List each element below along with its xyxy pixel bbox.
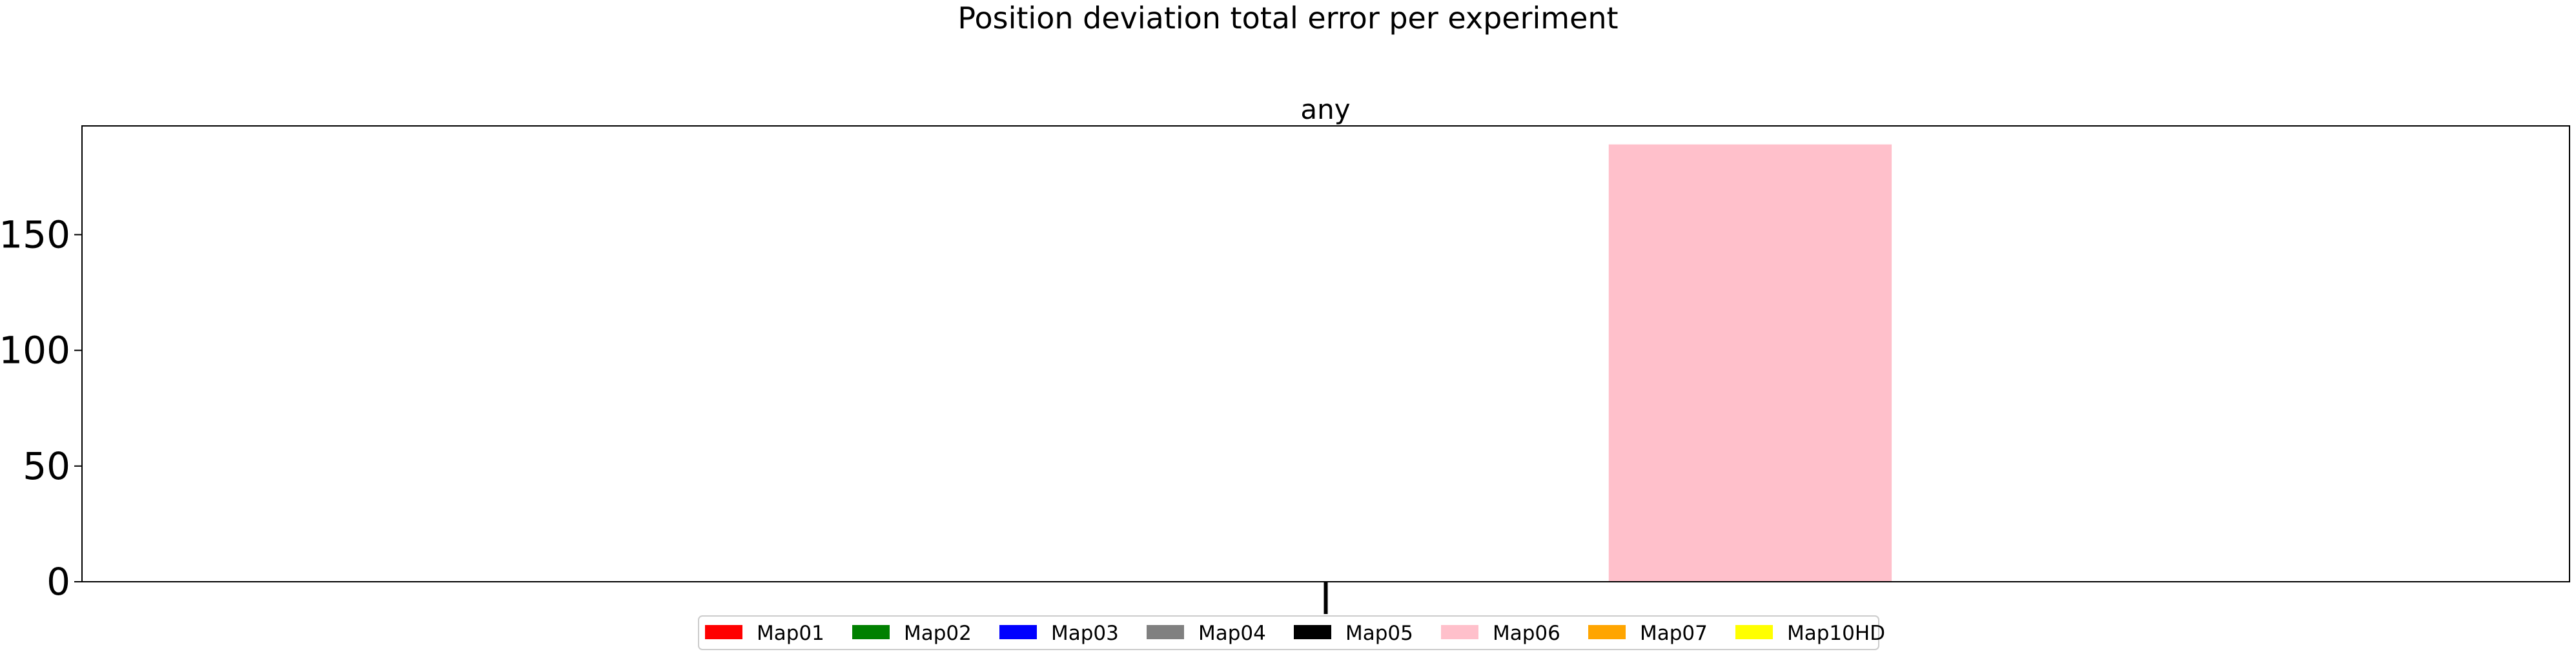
y-axis: 0 50 100 150: [0, 212, 82, 604]
legend-swatch-map05: [1294, 625, 1331, 639]
plot-frame: [81, 125, 2570, 582]
legend-swatch-map10hd: [1735, 625, 1773, 639]
legend-swatch-map04: [1147, 625, 1184, 639]
y-tick-label: 50: [23, 444, 70, 488]
legend-swatch-map03: [999, 625, 1037, 639]
legend-swatch-map01: [705, 625, 742, 639]
bars-group: [1608, 144, 1892, 582]
legend-label-map04: Map04: [1198, 622, 1266, 645]
legend-swatch-map06: [1441, 625, 1478, 639]
legend-label-map02: Map02: [904, 622, 972, 645]
legend-swatch-map02: [852, 625, 890, 639]
legend-swatch-map07: [1588, 625, 1626, 639]
y-tick-label: 100: [0, 329, 70, 373]
bar-map06: [1608, 144, 1892, 582]
legend-label-map01: Map01: [757, 622, 824, 645]
chart-suptitle: Position deviation total error per exper…: [957, 1, 1618, 36]
legend-label-map05: Map05: [1345, 622, 1413, 645]
legend: Map01 Map02 Map03 Map04 Map05 Map06 Map07 Map10…: [698, 615, 1885, 650]
legend-label-map10hd: Map10HD: [1787, 622, 1885, 645]
legend-label-map06: Map06: [1493, 622, 1560, 645]
legend-frame: [698, 615, 1879, 650]
y-tick-label: 0: [46, 560, 70, 604]
y-tick-label: 150: [0, 212, 70, 256]
legend-label-map03: Map03: [1051, 622, 1119, 645]
legend-label-map07: Map07: [1640, 622, 1708, 645]
chart-title: any: [1300, 94, 1350, 125]
